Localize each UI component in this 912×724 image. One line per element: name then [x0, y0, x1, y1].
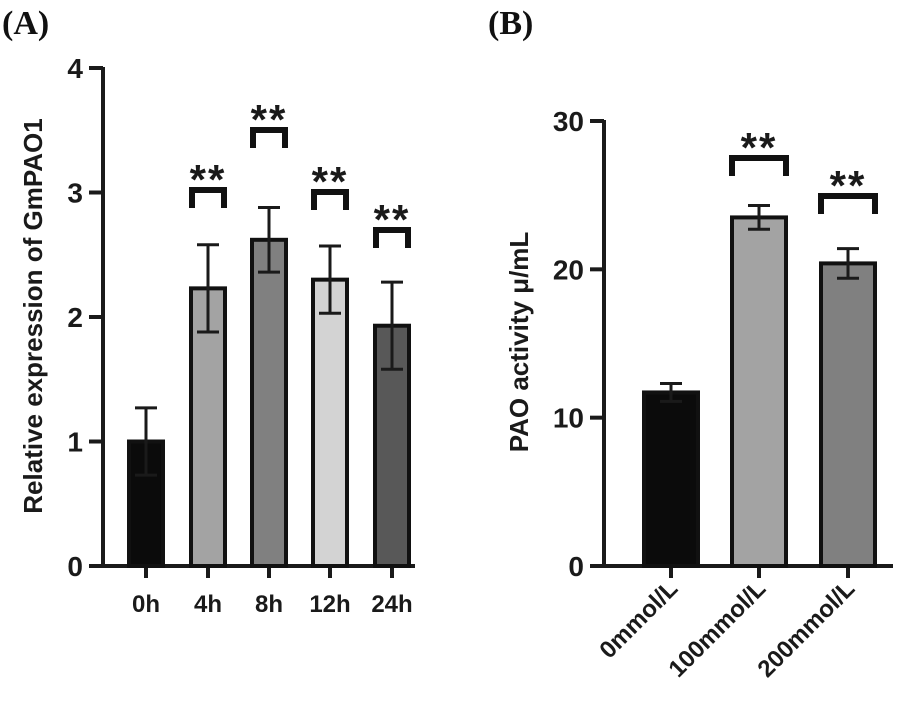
panel-a-significance-stars: **	[251, 96, 288, 143]
panel-a-significance-stars: **	[312, 158, 349, 205]
panel-a-category-label: 8h	[255, 591, 283, 618]
panel-a-labels: 0h 4h ** 8h ** 12h ** 24h **	[132, 96, 413, 618]
panel-b-significance-bracket	[818, 193, 878, 214]
panel-a-category-label: 4h	[194, 591, 222, 618]
panel-a-bars	[127, 205, 411, 568]
panel-a-y-tick-label: 2	[67, 302, 83, 333]
panel-b-bar-100mmol/L	[730, 215, 788, 569]
panel-a-significance-bracket	[189, 187, 227, 208]
panel-a-significance-stars: **	[190, 156, 227, 203]
panel-b-significance-bracket	[729, 155, 789, 176]
panel-a-y-tick-label: 4	[67, 53, 83, 84]
panel-a-y-tick-label: 3	[67, 178, 83, 209]
panel-a-y-axis-title: Relative expression of GmPAO1	[18, 118, 48, 513]
panel-a-bar-12h	[311, 277, 349, 568]
panel-b-bar-0mmol/L	[642, 390, 700, 569]
panel-a-category-label: 24h	[371, 591, 412, 618]
panel-a-y-tick-label: 1	[67, 427, 83, 458]
panel-a-bar-8h	[250, 237, 288, 568]
panel-b-y-tick-label: 10	[553, 403, 584, 434]
panel-b-label: (B)	[488, 5, 533, 42]
panel-a-significance-bracket	[250, 127, 288, 148]
panel-b-y-axis-title: PAO activity μ/mL	[504, 232, 534, 453]
panel-a-significance-bracket	[311, 189, 349, 210]
panel-a-category-label: 12h	[309, 591, 350, 618]
panel-b-y-tick-label: 0	[568, 551, 584, 582]
panel-b-significance-stars: **	[830, 162, 867, 209]
panel-a-axes: 0 1 2 3 4	[67, 53, 415, 582]
panel-a: (A) Relative expression of GmPAO1 01234 …	[2, 5, 415, 618]
panel-b-bar-200mmol/L	[819, 261, 877, 568]
panel-a-significance-stars: **	[374, 196, 411, 243]
panel-b-category-label: 0mmol/L	[594, 575, 683, 664]
panel-a-category-label: 0h	[132, 591, 160, 618]
panel-b-significance-stars: **	[741, 124, 778, 171]
panel-a-label: (A)	[2, 5, 49, 42]
panel-b-bars	[642, 204, 877, 569]
panel-b-y-tick-label: 30	[553, 106, 584, 137]
panel-a-y-tick-label: 0	[67, 551, 83, 582]
panel-b-category-label: 200mmol/L	[752, 575, 860, 683]
panel-b-y-tick-label: 20	[553, 254, 584, 285]
panel-a-significance-bracket	[373, 227, 411, 248]
